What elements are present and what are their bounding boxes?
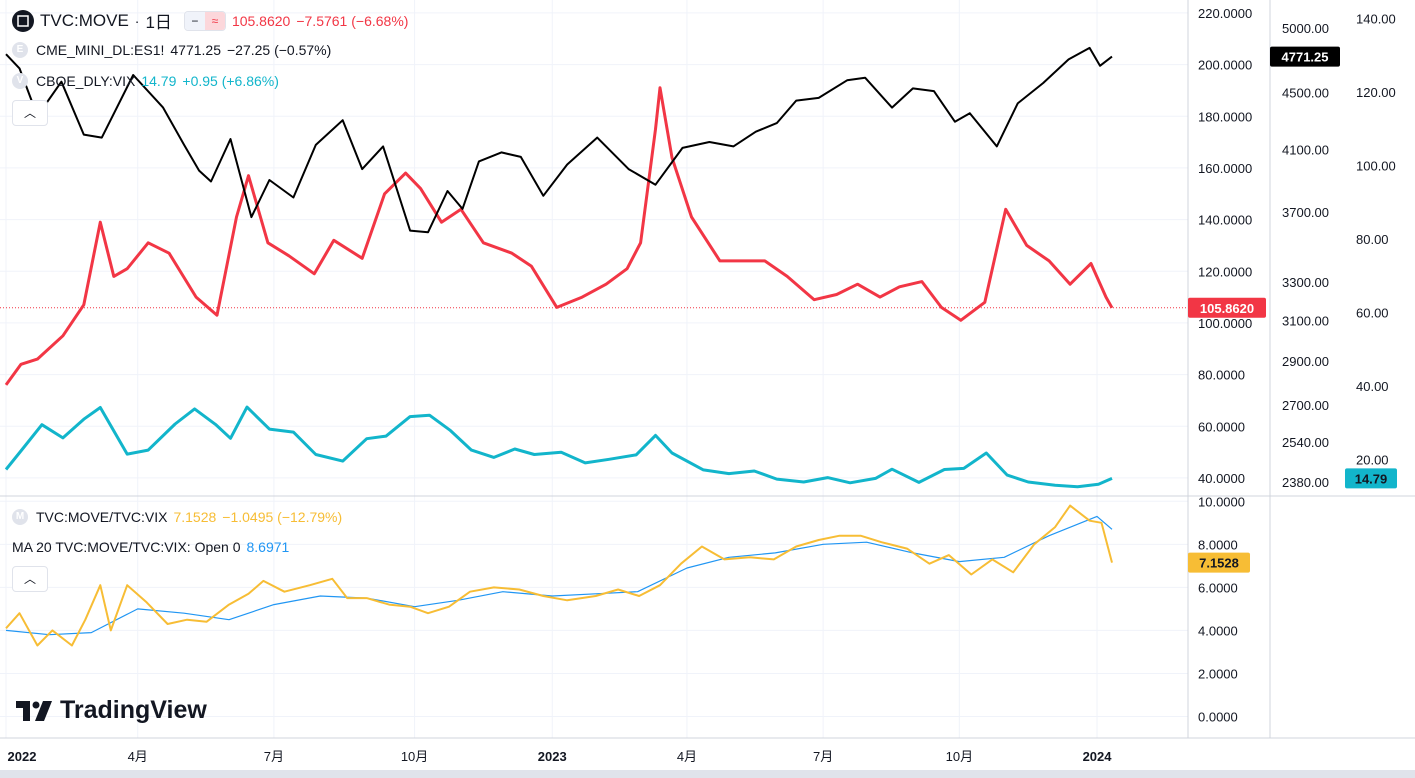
es-axis-tick-label: 3300.00 <box>1282 275 1329 290</box>
es-axis-tick-label: 5000.00 <box>1282 21 1329 36</box>
ratio-series-line <box>5 504 1113 647</box>
move-axis-tick-label: 180.0000 <box>1198 109 1252 124</box>
es-axis-tick-label: 3100.00 <box>1282 313 1329 328</box>
interval-label[interactable]: 1日 <box>145 13 172 32</box>
tradingview-logo-icon <box>16 700 52 721</box>
es-axis-tick-label: 2540.00 <box>1282 435 1329 450</box>
ma-label: MA 20 TVC:MOVE/TVC:VIX: Open 0 <box>12 539 241 555</box>
ma-series-line <box>5 515 1113 636</box>
move-axis-tick-label: 140.0000 <box>1198 213 1252 228</box>
bottom-scrollbar <box>0 770 1415 778</box>
move-axis-tick-label: 60.0000 <box>1198 419 1245 434</box>
ratio-price-tag-bg <box>1188 552 1250 573</box>
move-axis-tick-label: 160.0000 <box>1198 161 1252 176</box>
x-axis-tick-label: 4月 <box>128 749 148 764</box>
ratio-icon: M <box>12 509 28 525</box>
es-axis-tick-label: 4100.00 <box>1282 142 1329 157</box>
ratio-axis-tick-label: 0.0000 <box>1198 709 1238 724</box>
move-axis-tick-label: 40.0000 <box>1198 471 1245 486</box>
vix-axis-tick-label: 120.00 <box>1356 85 1396 100</box>
chevron-up-icon: ︿ <box>23 106 36 120</box>
legend-ma[interactable]: MA 20 TVC:MOVE/TVC:VIX: Open 0 8.6971 <box>12 539 295 555</box>
es-price-tag-bg <box>1270 46 1340 67</box>
legend-main: TVC:MOVE · 1日 − ≈ 105.8620 −7.5761 (−6.6… <box>12 8 414 33</box>
move-axis-tick-label: 100.0000 <box>1198 316 1252 331</box>
vix-axis-tick-label: 60.00 <box>1356 305 1389 320</box>
vix-price-tag-bg <box>1345 468 1397 489</box>
tradingview-logo-text: TradingView <box>60 696 207 724</box>
es-symbol: CME_MINI_DL:ES1! <box>36 42 165 58</box>
vix-series-line <box>4 405 1113 489</box>
x-axis-tick-label: 4月 <box>677 749 697 764</box>
x-axis-tick-label: 10月 <box>946 749 973 764</box>
ratio-value: 7.1528 <box>173 509 217 525</box>
x-axis-tick-label: 2024 <box>1083 749 1113 764</box>
es-icon: E <box>12 42 28 58</box>
move-axis-tick-label: 200.0000 <box>1198 58 1252 73</box>
collapse-pane-button[interactable]: ︿ <box>12 566 48 592</box>
main-symbol[interactable]: TVC:MOVE <box>40 10 129 30</box>
legend-ratio[interactable]: M TVC:MOVE/TVC:VIX 7.1528 −1.0495 (−12.7… <box>12 509 348 525</box>
move-value: 105.8620 <box>231 12 291 29</box>
vix-price-tag: 14.79 <box>1355 471 1388 486</box>
es-axis-tick-label: 4500.00 <box>1282 85 1329 100</box>
vix-icon: V <box>12 73 28 89</box>
collapse-legend-button[interactable]: ︿ <box>12 100 48 126</box>
es-axis-tick-label: 2700.00 <box>1282 398 1329 413</box>
es-axis-tick-label: 2380.00 <box>1282 475 1329 490</box>
minus-icon[interactable]: − <box>184 11 205 30</box>
es-axis-tick-label: 2900.00 <box>1282 354 1329 369</box>
vix-axis-tick-label: 80.00 <box>1356 232 1389 247</box>
tradingview-logo[interactable]: TradingView <box>16 696 207 725</box>
move-series-line <box>4 86 1114 386</box>
legend-vix[interactable]: V CBOE_DLY:VIX 14.79 +0.95 (+6.86%) <box>12 73 285 89</box>
move-axis-tick-label: 80.0000 <box>1198 368 1245 383</box>
move-axis-tick-label: 220.0000 <box>1198 6 1252 21</box>
vix-axis-tick-label: 140.00 <box>1356 11 1396 26</box>
es-change: −27.25 (−0.57%) <box>226 42 332 58</box>
x-axis-tick-label: 2023 <box>538 749 567 764</box>
ma-value: 8.6971 <box>246 539 290 555</box>
ratio-axis-tick-label: 6.0000 <box>1198 580 1238 595</box>
symbol-logo-icon[interactable] <box>12 9 34 32</box>
move-price-tag: 105.8620 <box>1200 301 1254 316</box>
interval-separator-icon: · <box>134 12 140 29</box>
vix-axis-tick-label: 40.00 <box>1356 379 1389 394</box>
x-axis-tick-label: 7月 <box>813 749 833 764</box>
legend-es[interactable]: E CME_MINI_DL:ES1! 4771.25 −27.25 (−0.57… <box>12 42 337 58</box>
chevron-up-icon: ︿ <box>23 572 36 586</box>
x-axis-tick-label: 10月 <box>401 749 428 764</box>
vix-symbol: CBOE_DLY:VIX <box>36 73 136 89</box>
approx-icon[interactable]: ≈ <box>204 11 225 30</box>
ratio-axis-tick-label: 10.0000 <box>1198 494 1245 509</box>
x-axis-tick-label: 2022 <box>8 749 37 764</box>
ratio-symbol: TVC:MOVE/TVC:VIX <box>36 509 168 525</box>
vix-axis-tick-label: 100.00 <box>1356 158 1396 173</box>
ratio-axis-tick-label: 2.0000 <box>1198 666 1238 681</box>
ratio-axis-tick-label: 4.0000 <box>1198 623 1238 638</box>
ratio-change: −1.0495 (−12.79%) <box>222 509 343 525</box>
move-change: −7.5761 (−6.68%) <box>296 12 409 29</box>
vix-axis-tick-label: 20.00 <box>1356 452 1389 467</box>
vix-value: 14.79 <box>141 73 177 89</box>
es-price-tag: 4771.25 <box>1282 50 1329 65</box>
ratio-price-tag: 7.1528 <box>1199 556 1239 571</box>
chart-mode-toggle[interactable]: − ≈ <box>183 10 226 31</box>
ratio-axis-tick-label: 8.0000 <box>1198 537 1238 552</box>
move-price-tag-bg <box>1188 297 1266 318</box>
x-axis-tick-label: 7月 <box>264 749 284 764</box>
vix-change: +0.95 (+6.86%) <box>182 73 279 89</box>
move-axis-tick-label: 120.0000 <box>1198 264 1252 279</box>
es-series-line <box>5 46 1113 234</box>
es-value: 4771.25 <box>170 42 221 58</box>
es-axis-tick-label: 3700.00 <box>1282 205 1329 220</box>
